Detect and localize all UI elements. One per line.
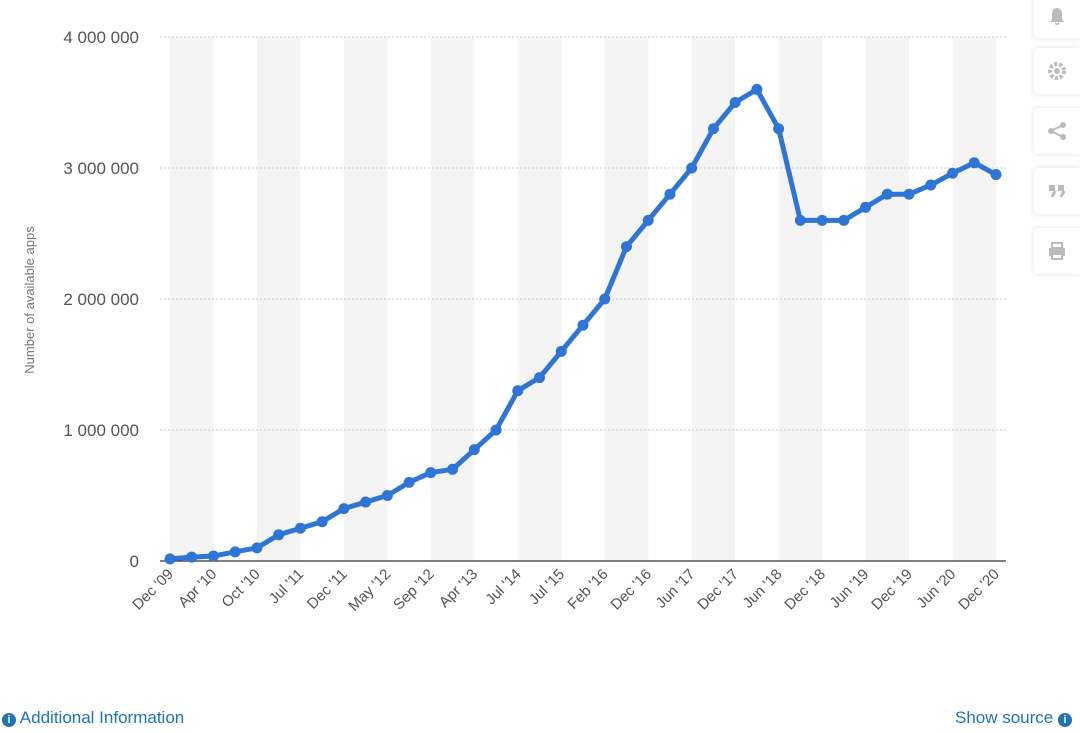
share-button[interactable]: [1034, 108, 1080, 154]
data-point: [860, 201, 872, 213]
data-point: [620, 241, 632, 253]
x-tick-label: Dec '16: [607, 566, 655, 614]
data-point: [164, 553, 176, 565]
data-point: [947, 167, 959, 179]
icon: [1049, 242, 1065, 260]
x-tick-label: Dec '09: [129, 566, 177, 614]
data-point: [534, 372, 546, 384]
data-point: [555, 345, 567, 357]
x-tick-label: Jul '15: [526, 566, 568, 608]
data-point: [707, 123, 719, 135]
x-tick-label: Apr '10: [175, 566, 220, 611]
data-point: [229, 546, 241, 558]
y-tick-label: 0: [130, 552, 139, 571]
chart: Number of available apps 0 1 000 000 2 000…: [22, 28, 1006, 615]
data-point: [729, 97, 741, 108]
data-point: [403, 476, 415, 488]
info-icon: i: [1058, 713, 1072, 727]
data-point: [816, 214, 828, 226]
y-axis-label: Number of available apps: [22, 226, 37, 374]
x-tick-label: Jun '17: [653, 566, 699, 612]
additional-info-text: Additional Information: [19, 708, 185, 727]
y-tick-label: 2 000 000: [63, 290, 139, 309]
data-point: [360, 496, 372, 508]
data-point: [447, 463, 459, 475]
data-point: [751, 83, 763, 95]
x-tick-label: Oct '10: [218, 566, 263, 611]
data-point: [686, 162, 698, 174]
x-tick-label: Dec '19: [868, 566, 916, 614]
icon: [1050, 8, 1064, 25]
y-tick-label: 3 000 000: [63, 159, 139, 178]
data-point: [425, 467, 437, 479]
data-point: [903, 188, 915, 200]
x-tick-label: Jul '11: [266, 566, 308, 608]
data-point: [273, 529, 285, 541]
data-point: [577, 319, 589, 331]
data-point: [642, 214, 654, 226]
data-point: [468, 444, 480, 456]
x-tick-label: Sep '12: [390, 566, 438, 614]
data-point: [599, 293, 611, 305]
data-point: [338, 503, 350, 515]
data-point: [381, 490, 393, 501]
data-point: [512, 385, 524, 397]
data-point: [207, 550, 219, 562]
data-point: [881, 188, 893, 200]
data-point: [794, 214, 806, 226]
x-tick-label: May '12: [345, 566, 394, 615]
y-tick-label: 4 000 000: [63, 28, 139, 47]
x-tick-label: Jun '20: [913, 566, 959, 612]
x-tick-label: Dec '11: [304, 566, 351, 613]
x-tick-label: Jun '18: [740, 566, 786, 612]
show-source-text: Show source: [954, 708, 1054, 727]
notification-button[interactable]: [1034, 0, 1080, 38]
info-icon: i: [2, 713, 16, 727]
cite-button[interactable]: [1034, 168, 1080, 214]
settings-button[interactable]: [1034, 48, 1080, 94]
data-point: [773, 123, 785, 135]
data-point: [990, 169, 1002, 181]
data-point: [968, 157, 980, 169]
icon: [1048, 122, 1066, 140]
show-source-link[interactable]: Show source i: [955, 708, 1072, 728]
data-point: [186, 551, 198, 563]
data-point: [925, 179, 937, 191]
x-tick-label: Jul '14: [482, 566, 524, 608]
x-tick-label: Dec '18: [781, 566, 829, 614]
y-tick-label: 1 000 000: [63, 421, 139, 440]
data-point: [490, 424, 502, 436]
icon: [1049, 185, 1066, 198]
x-tick-label: Dec '20: [955, 566, 1003, 614]
data-point: [838, 214, 850, 226]
data-point: [664, 188, 676, 200]
data-point: [294, 522, 306, 534]
data-point: [251, 542, 263, 554]
print-button[interactable]: [1034, 228, 1080, 274]
x-tick-label: Feb '16: [564, 566, 611, 613]
x-tick-label: Dec '17: [694, 566, 742, 614]
x-tick-label: Jun '19: [827, 566, 873, 612]
icon: [1048, 62, 1066, 80]
additional-info-link[interactable]: i Additional Information: [2, 708, 184, 728]
x-tick-label: Apr '13: [436, 566, 481, 611]
data-point: [316, 516, 328, 528]
